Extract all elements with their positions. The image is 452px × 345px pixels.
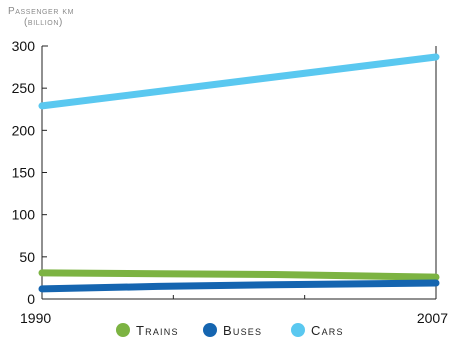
series-line-buses [38,279,440,293]
legend-label-buses: Buses [223,323,262,338]
y-axis-label-line2: (billion) [24,17,63,28]
legend-swatch-buses [203,323,217,337]
y-axis-label-line1: Passenger km [8,6,75,17]
x-tick-label: 2007 [417,310,448,326]
y-tick-label: 150 [12,165,36,181]
legend-swatch-trains [116,323,130,337]
legend-label-trains: Trains [136,323,179,338]
legend-swatch-cars [291,323,305,337]
y-tick-label: 100 [12,207,36,223]
legend-label-cars: Cars [311,323,344,338]
y-axis-label: Passenger km (billion) [8,6,118,28]
series-lines [38,53,440,293]
series-line-cars [38,53,440,110]
y-tick-label: 0 [27,291,35,307]
y-ticks: 0 50 100 150 200 250 300 [12,38,47,307]
x-ticks: 1990 2007 [20,295,448,326]
legend: Trains Buses Cars [116,323,344,338]
series-line-trains [38,269,440,281]
y-tick-label: 300 [12,38,36,54]
x-tick-label: 1990 [20,310,51,326]
y-tick-label: 250 [12,80,36,96]
y-tick-label: 50 [19,249,35,265]
y-tick-label: 200 [12,122,36,138]
